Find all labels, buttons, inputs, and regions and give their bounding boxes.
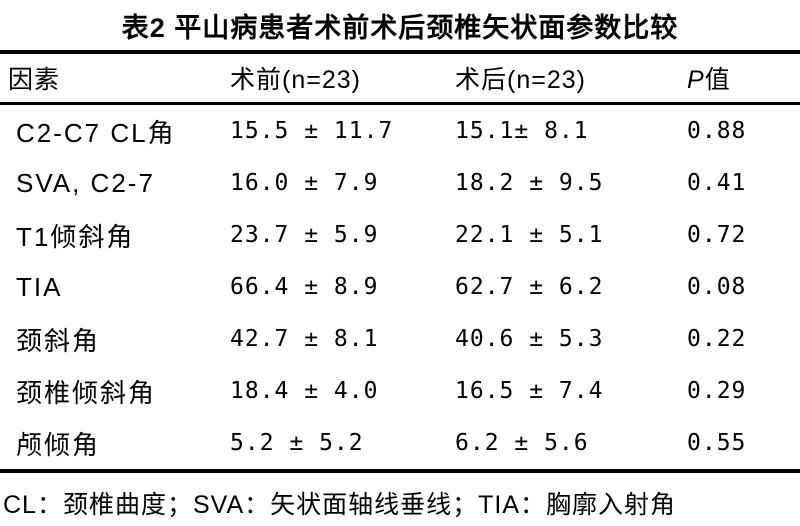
data-table: 因素 术前(n=23) 术后(n=23) P值 C2-C7 CL角 15.5 ±… — [0, 50, 800, 473]
factor-cell: T1倾斜角 — [16, 221, 135, 252]
pvalue-cell: 0.88 — [687, 118, 747, 144]
factor-cell: SVA, C2-7 — [16, 167, 155, 198]
factor-cell: C2-C7 CL角 — [16, 117, 176, 148]
pvalue-cell: 0.08 — [687, 274, 747, 300]
table-row: TIA 66.4 ± 8.9 62.7 ± 6.2 0.08 — [0, 261, 800, 313]
postop-value-cell: 62.7 ± 6.2 — [455, 274, 604, 300]
postop-value-cell: 22.1 ± 5.1 — [455, 222, 604, 248]
factor-cell: 颅倾角 — [16, 429, 101, 460]
postop-value-cell: 18.2 ± 9.5 — [455, 170, 604, 196]
preop-value-cell: 16.0 ± 7.9 — [230, 170, 379, 196]
pvalue-cell: 0.41 — [687, 170, 747, 196]
postop-value-cell: 16.5 ± 7.4 — [455, 378, 604, 404]
factor-cell: 颈斜角 — [16, 325, 101, 356]
table-row: T1倾斜角 23.7 ± 5.9 22.1 ± 5.1 0.72 — [0, 209, 800, 261]
factor-cell: 颈椎倾斜角 — [16, 377, 157, 408]
preop-value-cell: 5.2 ± 5.2 — [230, 430, 364, 456]
table-header-row: 因素 术前(n=23) 术后(n=23) P值 — [0, 54, 800, 105]
table-title: 表2 平山病患者术前术后颈椎矢状面参数比较 — [121, 12, 679, 43]
postop-value-cell: 40.6 ± 5.3 — [455, 326, 604, 352]
column-header-postop: 术后(n=23) — [455, 66, 586, 94]
pvalue-cell: 0.22 — [687, 326, 747, 352]
pvalue-cell: 0.29 — [687, 378, 747, 404]
preop-value-cell: 23.7 ± 5.9 — [230, 222, 379, 248]
preop-value-cell: 42.7 ± 8.1 — [230, 326, 379, 352]
column-header-factor: 因素 — [8, 66, 61, 94]
preop-value-cell: 66.4 ± 8.9 — [230, 274, 379, 300]
factor-cell: TIA — [16, 271, 63, 302]
p-value-italic-letter: P — [687, 66, 705, 94]
table-row: 颈斜角 42.7 ± 8.1 40.6 ± 5.3 0.22 — [0, 313, 800, 365]
preop-value-cell: 18.4 ± 4.0 — [230, 378, 379, 404]
table-row: C2-C7 CL角 15.5 ± 11.7 15.1± 8.1 0.88 — [0, 105, 800, 157]
table-row: SVA, C2-7 16.0 ± 7.9 18.2 ± 9.5 0.41 — [0, 157, 800, 209]
pvalue-cell: 0.55 — [687, 430, 747, 456]
table-footnote: CL：颈椎曲度；SVA：矢状面轴线垂线；TIA：胸廓入射角 — [3, 491, 677, 519]
preop-value-cell: 15.5 ± 11.7 — [230, 118, 394, 144]
table-row: 颅倾角 5.2 ± 5.2 6.2 ± 5.6 0.55 — [0, 417, 800, 469]
p-value-suffix: 值 — [704, 66, 731, 94]
postop-value-cell: 15.1± 8.1 — [455, 118, 589, 144]
column-header-preop: 术前(n=23) — [230, 66, 361, 94]
postop-value-cell: 6.2 ± 5.6 — [455, 430, 589, 456]
pvalue-cell: 0.72 — [687, 222, 747, 248]
table-row: 颈椎倾斜角 18.4 ± 4.0 16.5 ± 7.4 0.29 — [0, 365, 800, 417]
column-header-pvalue: P值 — [687, 60, 800, 96]
